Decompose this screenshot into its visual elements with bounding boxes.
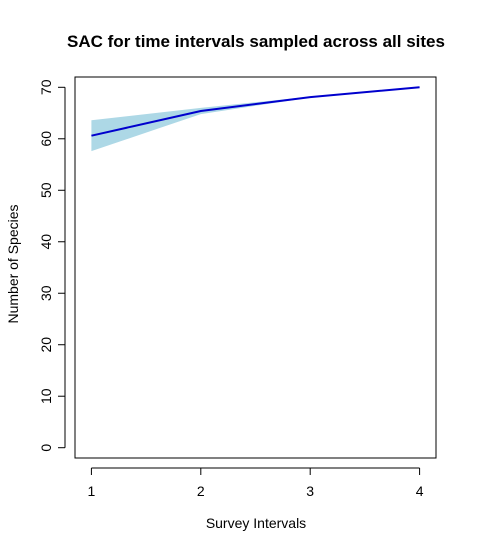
y-tick-label: 60 — [38, 131, 54, 147]
y-tick-label: 70 — [38, 79, 54, 95]
y-tick-label: 50 — [38, 182, 54, 198]
y-axis: 0 10 20 30 40 50 60 70 — [38, 79, 66, 452]
chart-title: SAC for time intervals sampled across al… — [67, 32, 445, 51]
confidence-band — [91, 87, 420, 152]
plot-area — [74, 76, 437, 459]
y-tick-label: 10 — [38, 388, 54, 404]
x-axis-label: Survey Intervals — [206, 515, 306, 531]
x-tick-label: 4 — [416, 483, 424, 499]
y-tick-label: 30 — [38, 285, 54, 301]
x-axis: 1 2 3 4 — [88, 467, 424, 499]
y-tick-label: 20 — [38, 337, 54, 353]
x-tick-label: 3 — [306, 483, 314, 499]
y-axis-label: Number of Species — [5, 204, 21, 323]
series-line — [91, 86, 420, 137]
y-tick-label: 40 — [38, 234, 54, 250]
y-tick-label: 0 — [38, 444, 54, 452]
x-tick-label: 1 — [88, 483, 96, 499]
x-tick-label: 2 — [197, 483, 205, 499]
plot-frame — [74, 76, 437, 459]
